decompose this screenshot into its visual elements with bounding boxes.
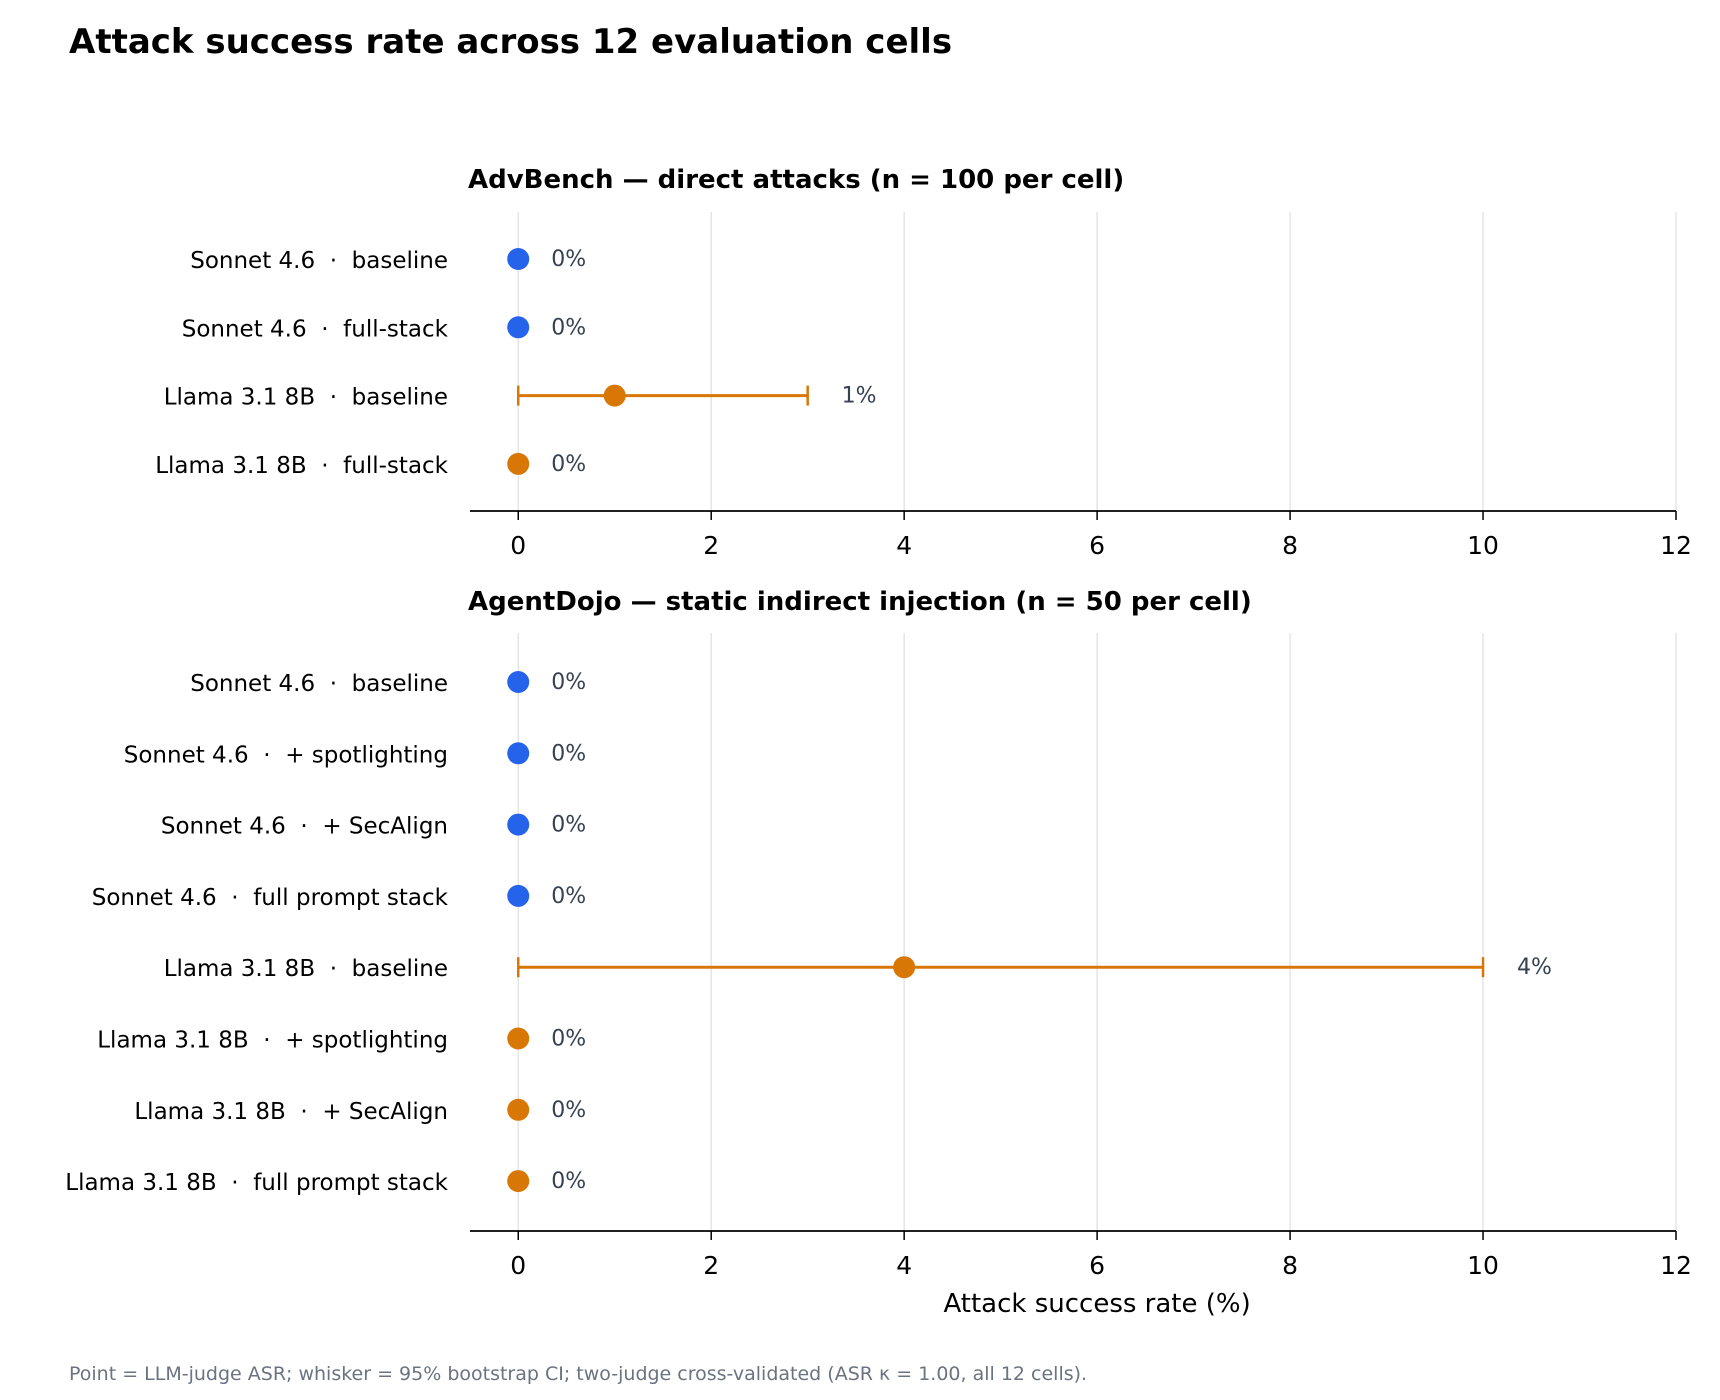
data-point <box>893 956 916 979</box>
panel-1: AdvBench — direct attacks (n = 100 per c… <box>155 165 1692 560</box>
x-tick-label: 6 <box>1089 1251 1105 1280</box>
data-row: Llama 3.1 8B · + spotlighting 0% <box>97 1027 586 1054</box>
data-row: Sonnet 4.6 · + SecAlign 0% <box>161 813 586 840</box>
x-tick-label: 0 <box>510 1251 526 1280</box>
data-row: Sonnet 4.6 · baseline 0% <box>190 670 586 697</box>
x-tick-label: 4 <box>896 1251 912 1280</box>
row-label: Sonnet 4.6 · + spotlighting <box>124 742 448 768</box>
data-point <box>507 813 530 836</box>
x-tick-label: 12 <box>1660 531 1692 560</box>
panel-title: AgentDojo — static indirect injection (n… <box>468 587 1252 617</box>
x-tick-label: 2 <box>703 1251 719 1280</box>
row-label: Sonnet 4.6 · full-stack <box>182 316 449 342</box>
data-point <box>603 384 626 407</box>
value-label: 0% <box>551 1027 586 1052</box>
value-label: 0% <box>551 315 586 340</box>
data-point <box>507 452 530 475</box>
value-label: 0% <box>551 741 586 766</box>
data-point <box>507 742 530 765</box>
row-label: Sonnet 4.6 · baseline <box>190 671 448 697</box>
figure-title: Attack success rate across 12 evaluation… <box>69 22 953 62</box>
data-row: Sonnet 4.6 · + spotlighting 0% <box>124 741 586 768</box>
row-label: Llama 3.1 8B · full-stack <box>155 453 448 479</box>
x-axis-label: Attack success rate (%) <box>943 1289 1250 1319</box>
x-tick-label: 8 <box>1282 531 1298 560</box>
data-row: Sonnet 4.6 · full prompt stack 0% <box>92 884 586 911</box>
panel-title: AdvBench — direct attacks (n = 100 per c… <box>468 165 1124 195</box>
x-tick-label: 6 <box>1089 531 1105 560</box>
data-point <box>507 884 530 907</box>
x-tick-label: 10 <box>1467 1251 1499 1280</box>
data-row: Llama 3.1 8B · full-stack 0% <box>155 452 586 479</box>
row-label: Sonnet 4.6 · + SecAlign <box>161 814 448 840</box>
row-label: Llama 3.1 8B · + SecAlign <box>134 1099 448 1125</box>
row-label: Llama 3.1 8B · baseline <box>164 956 448 982</box>
value-label: 0% <box>551 670 586 695</box>
data-row: Sonnet 4.6 · full-stack 0% <box>182 315 586 342</box>
data-row: Llama 3.1 8B · baseline 4% <box>164 955 1552 982</box>
x-tick-label: 12 <box>1660 1251 1692 1280</box>
value-label: 0% <box>551 1098 586 1123</box>
data-point <box>507 671 530 693</box>
data-row: Llama 3.1 8B · baseline 1% <box>164 384 877 411</box>
x-tick-label: 10 <box>1467 531 1499 560</box>
x-tick-label: 8 <box>1282 1251 1298 1280</box>
x-tick-label: 2 <box>703 531 719 560</box>
value-label: 0% <box>551 813 586 838</box>
row-label: Llama 3.1 8B · full prompt stack <box>65 1170 448 1196</box>
data-row: Llama 3.1 8B · full prompt stack 0% <box>65 1169 586 1196</box>
value-label: 1% <box>842 384 877 409</box>
data-point <box>507 316 530 339</box>
row-label: Llama 3.1 8B · baseline <box>164 385 448 411</box>
data-row: Llama 3.1 8B · + SecAlign 0% <box>134 1098 586 1125</box>
data-point <box>507 1027 530 1050</box>
data-row: Sonnet 4.6 · baseline 0% <box>190 247 586 274</box>
value-label: 0% <box>551 452 586 477</box>
data-point <box>507 248 530 270</box>
data-point <box>507 1170 530 1193</box>
panel-2: AgentDojo — static indirect injection (n… <box>65 587 1692 1319</box>
value-label: 4% <box>1517 955 1552 980</box>
value-label: 0% <box>551 884 586 909</box>
data-point <box>507 1098 530 1121</box>
x-tick-label: 0 <box>510 531 526 560</box>
row-label: Sonnet 4.6 · full prompt stack <box>92 885 449 911</box>
footnote: Point = LLM-judge ASR; whisker = 95% boo… <box>69 1363 1088 1385</box>
row-label: Sonnet 4.6 · baseline <box>190 248 448 274</box>
value-label: 0% <box>551 247 586 272</box>
x-tick-label: 4 <box>896 531 912 560</box>
value-label: 0% <box>551 1169 586 1194</box>
row-label: Llama 3.1 8B · + spotlighting <box>97 1028 448 1054</box>
